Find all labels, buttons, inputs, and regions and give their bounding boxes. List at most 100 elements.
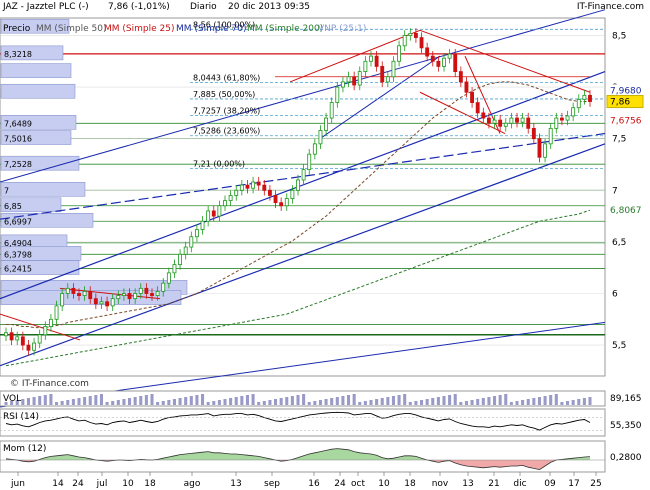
volume-bar xyxy=(318,400,322,405)
volume-bar xyxy=(577,399,581,405)
mom-value: 0,2800 xyxy=(610,453,642,463)
volume-bar xyxy=(240,396,244,405)
candle-body xyxy=(273,195,278,204)
candle-body xyxy=(548,127,553,145)
candle-body xyxy=(352,76,357,86)
candle-body xyxy=(436,60,441,67)
candle-body xyxy=(402,35,407,47)
volume-bar xyxy=(206,402,210,405)
candle-body xyxy=(93,298,98,305)
price-badge: 7,9680 xyxy=(610,86,642,96)
volume-bar xyxy=(32,397,36,405)
candle-body xyxy=(369,55,373,62)
volume-profile-bar xyxy=(0,63,72,78)
candle-body xyxy=(32,342,37,351)
price-badge-bg xyxy=(606,95,644,109)
volume-bar xyxy=(504,394,508,405)
period-label: Diario xyxy=(190,2,217,12)
candle-body xyxy=(88,291,93,300)
candle-body xyxy=(71,287,76,294)
volume-bar xyxy=(251,394,255,405)
chart-header: JAZ - Jazztel PLC (-) 7,86 (-1,01%) Diar… xyxy=(0,2,650,16)
volume-bar xyxy=(60,401,64,405)
red-trend-1 xyxy=(289,29,421,83)
candle-body xyxy=(582,94,587,100)
candle-body xyxy=(245,184,250,189)
volume-bar xyxy=(139,396,143,405)
level-label: 6,6997 xyxy=(4,217,32,226)
candle-body xyxy=(290,189,295,199)
candle-body xyxy=(329,102,334,119)
watermark: © IT-Finance.com xyxy=(10,379,89,389)
volume-bar xyxy=(77,398,81,405)
candle-body xyxy=(234,189,239,196)
volume-bar xyxy=(554,394,558,405)
x-tick-label: ago xyxy=(184,479,201,489)
volume-bar xyxy=(49,394,53,405)
volume-bar xyxy=(498,395,502,405)
candle-body xyxy=(110,298,115,307)
candle-body xyxy=(413,33,418,38)
volume-bar xyxy=(341,396,345,405)
fib-label: 7,7257 (38,20%) xyxy=(193,106,260,115)
legend-ma50: MM (Simple 50) xyxy=(36,24,106,34)
x-tick-label: 16 xyxy=(308,479,320,489)
candle-body xyxy=(251,181,256,189)
volume-bar xyxy=(55,402,59,405)
candle-body xyxy=(211,210,216,217)
volume-profile-bar xyxy=(0,181,86,197)
volume-bar xyxy=(184,397,188,405)
price-badge: 7,86 xyxy=(610,98,630,108)
candle-body xyxy=(217,205,222,217)
candle-body xyxy=(150,293,154,296)
volume-bar xyxy=(195,395,199,405)
candle-body xyxy=(363,60,368,73)
volume-bar xyxy=(543,396,547,405)
x-tick-label: 17 xyxy=(568,479,579,489)
candle-body xyxy=(133,293,138,300)
x-tick-label: jul xyxy=(96,479,108,489)
trend-channel-upper xyxy=(0,71,606,300)
volume-bar xyxy=(386,397,390,405)
volume-bar xyxy=(566,401,570,405)
volume-bar xyxy=(408,402,412,405)
trend-dashed-line xyxy=(0,132,606,220)
volume-bar xyxy=(509,402,513,405)
candle-body xyxy=(262,184,267,191)
candle-body xyxy=(397,45,402,62)
volume-bar xyxy=(223,399,227,405)
candle-body xyxy=(408,33,413,36)
volume-bar xyxy=(470,400,474,405)
candle-body xyxy=(239,184,244,191)
volume-bar xyxy=(133,397,137,405)
candle-body xyxy=(200,220,205,230)
x-tick-label: 10 xyxy=(378,479,390,489)
x-tick-label: oct xyxy=(351,479,365,489)
rsi-panel xyxy=(0,408,606,437)
volume-bar xyxy=(363,401,367,405)
volume-bar xyxy=(436,397,440,405)
price-badge-bg xyxy=(607,114,643,127)
red-trend-4 xyxy=(419,91,506,134)
volume-bar xyxy=(94,395,98,405)
volume-bar xyxy=(352,394,356,405)
volume-bar xyxy=(420,400,424,405)
volume-bar xyxy=(560,402,564,405)
level-label: 6,4904 xyxy=(4,239,32,248)
volume-bar xyxy=(588,397,592,405)
candle-body xyxy=(503,122,508,127)
candle-body xyxy=(127,293,132,300)
volume-bar xyxy=(105,402,109,405)
trend-channel-lower xyxy=(0,143,606,367)
trend-segment xyxy=(319,55,441,140)
x-tick-label: nov xyxy=(432,479,449,489)
candle-body xyxy=(374,55,379,67)
volume-bar xyxy=(431,398,435,405)
candle-body xyxy=(172,264,177,274)
level-label: 7,6489 xyxy=(4,119,32,128)
candle-body xyxy=(481,112,486,119)
volume-bar xyxy=(285,397,289,405)
volume-bar xyxy=(116,400,120,405)
candle-body xyxy=(121,293,126,296)
candle-body xyxy=(486,117,491,124)
